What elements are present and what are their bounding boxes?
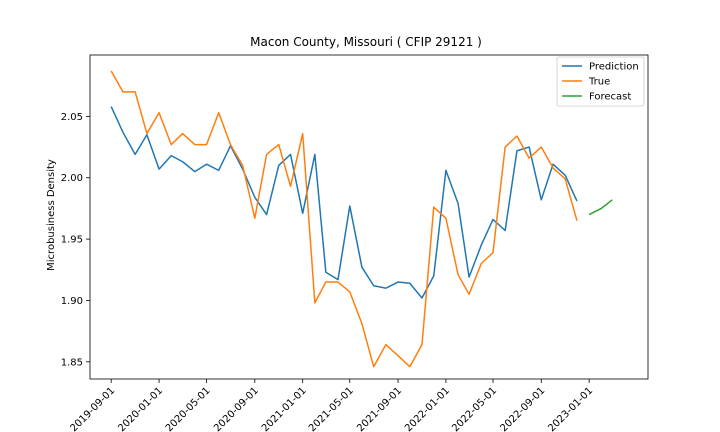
series-layer: [110, 70, 613, 368]
x-tick-label: 2020-01-01: [116, 385, 165, 432]
legend-label-prediction: Prediction: [589, 62, 639, 73]
series-line-true: [110, 70, 578, 368]
y-axis-label: Microbusiness Density: [46, 159, 57, 271]
chart-title: Macon County, Missouri ( CFIP 29121 ): [250, 35, 482, 49]
series-line-forecast: [588, 199, 613, 216]
legend-label-forecast: Forecast: [589, 92, 631, 103]
x-tick-label: 2022-05-01: [450, 385, 499, 432]
x-tick-label: 2023-01-01: [546, 385, 595, 432]
x-tick-label: 2022-09-01: [499, 385, 548, 432]
y-tick-label: 2.00: [61, 173, 83, 184]
plot-frame: [89, 54, 649, 380]
y-tick-label: 1.85: [61, 357, 83, 368]
legend-label-true: True: [588, 77, 610, 88]
legend-box: [556, 56, 645, 107]
legend: Prediction True Forecast: [556, 56, 645, 107]
x-tick-label: 2020-09-01: [212, 385, 261, 432]
y-tick-label: 2.05: [61, 112, 83, 123]
y-tick-label: 1.90: [61, 296, 83, 307]
y-tick-label: 1.95: [61, 235, 83, 246]
series-line-prediction: [110, 106, 578, 299]
x-tick-label: 2021-05-01: [307, 385, 356, 432]
axes-layer: 1.85 1.90 1.95 2.00 2.05 2019-09-012020-01-01…: [61, 54, 649, 432]
x-tick-label: 2019-09-01: [68, 385, 117, 432]
x-tick-label: 2021-01-01: [260, 385, 309, 432]
x-tick-label: 2020-05-01: [164, 385, 213, 432]
x-tick-label: 2021-09-01: [355, 385, 404, 432]
x-tick-label: 2022-01-01: [403, 385, 452, 432]
